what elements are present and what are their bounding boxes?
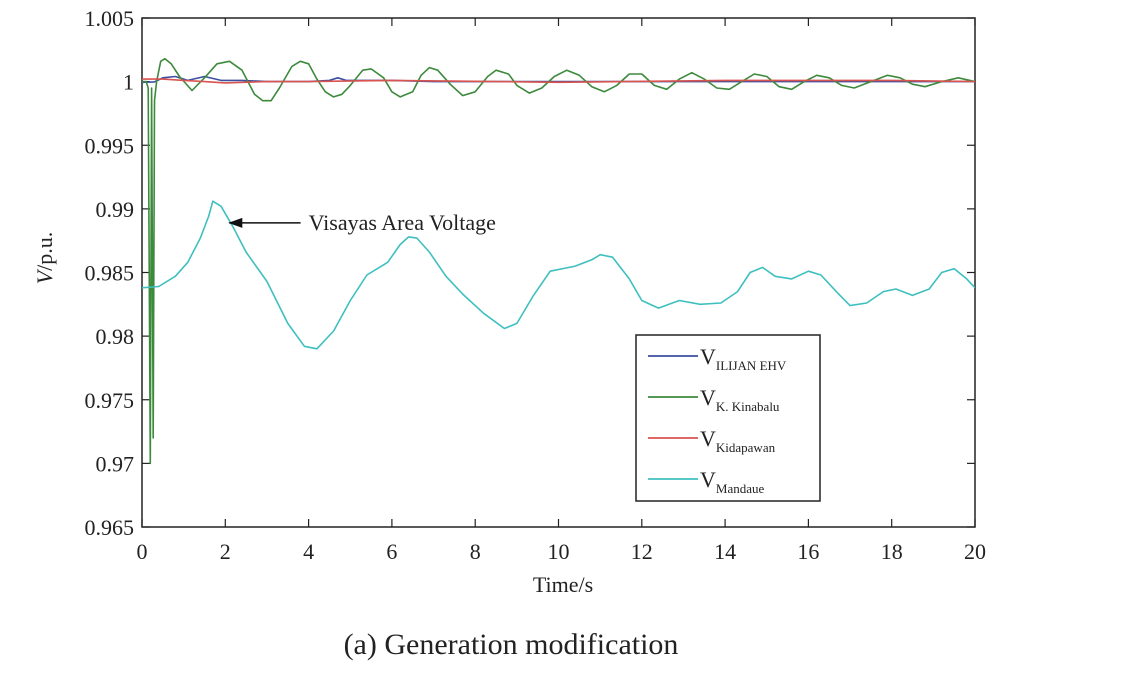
legend-label: VK. Kinabalu [700, 385, 780, 414]
x-tick-label: 10 [548, 539, 570, 564]
legend-label: VMandaue [700, 467, 764, 496]
y-tick-label: 0.975 [85, 388, 135, 413]
x-tick-label: 12 [631, 539, 653, 564]
x-tick-label: 14 [714, 539, 736, 564]
x-tick-label: 20 [964, 539, 986, 564]
series-line-kidapawan [142, 78, 975, 84]
annotation-text: Visayas Area Voltage [309, 210, 496, 235]
legend-label: VILIJAN EHV [700, 344, 787, 373]
legend: VILIJAN EHV VK. Kinabalu VKidapawan VMandau… [635, 334, 821, 502]
x-axis: 0 2 4 6 8 10 12 14 16 18 20 [137, 18, 986, 564]
y-axis-title: V/p.u. [32, 232, 57, 285]
y-tick-label: 1.005 [85, 6, 135, 31]
annotation: Visayas Area Voltage [228, 210, 496, 235]
y-axis-title-italic: V [32, 268, 57, 284]
x-tick-label: 8 [470, 539, 481, 564]
figure-caption: (a) Generation modification [344, 628, 679, 661]
legend-label: VKidapawan [700, 426, 776, 455]
y-tick-label: 0.99 [96, 197, 135, 222]
y-tick-label: 0.965 [85, 515, 135, 540]
series-layer [142, 57, 975, 465]
y-axis: 0.965 0.97 0.975 0.98 0.985 0.99 0.995 1 1.005 [85, 6, 975, 540]
y-tick-label: 0.97 [96, 451, 135, 476]
y-tick-label: 0.995 [85, 133, 135, 158]
series-line-k-kinabalu [142, 57, 975, 465]
plot-frame [141, 17, 976, 528]
x-axis-title: Time/s [533, 572, 593, 597]
y-axis-title-unit: /p.u. [32, 232, 57, 271]
y-tick-label: 0.985 [85, 261, 135, 286]
x-tick-label: 16 [797, 539, 819, 564]
y-tick-label: 1 [123, 70, 134, 95]
legend-box [635, 334, 821, 502]
x-tick-label: 2 [220, 539, 231, 564]
series-line-mandaue [142, 200, 975, 350]
y-tick-label: 0.98 [96, 324, 135, 349]
x-tick-label: 0 [137, 539, 148, 564]
x-tick-label: 4 [303, 539, 314, 564]
x-tick-label: 18 [881, 539, 903, 564]
x-tick-label: 6 [386, 539, 397, 564]
